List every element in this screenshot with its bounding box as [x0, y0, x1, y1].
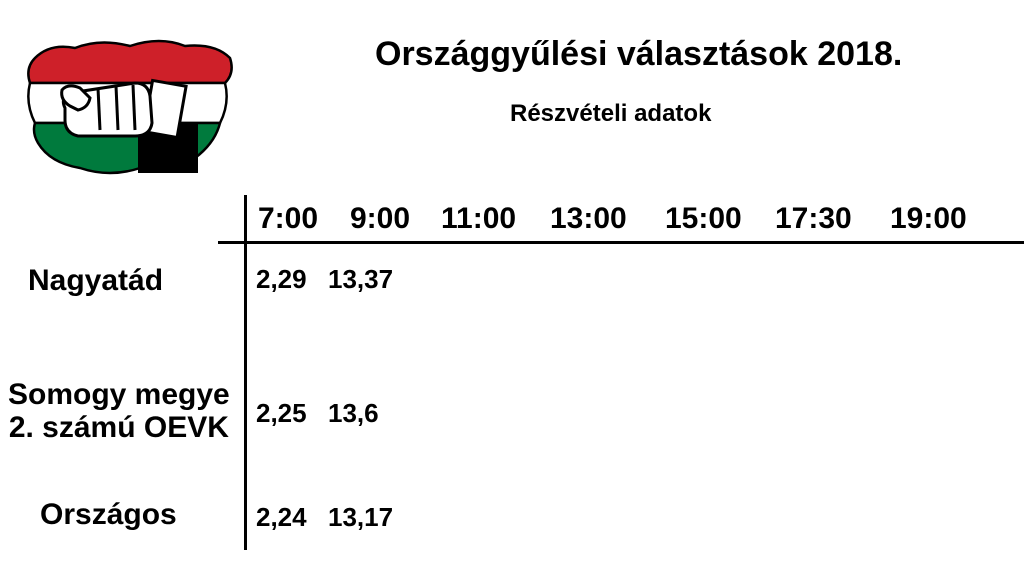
- time-header: 13:00: [550, 202, 627, 236]
- time-header: 7:00: [258, 202, 318, 236]
- time-header: 17:30: [775, 202, 852, 236]
- row-label-nagyatad: Nagyatád: [28, 264, 163, 297]
- page-subtitle: Részvételi adatok: [510, 100, 711, 128]
- table-horizontal-rule: [218, 241, 1024, 244]
- cell: 2,24: [256, 502, 307, 533]
- election-logo: [20, 28, 240, 183]
- time-header: 9:00: [350, 202, 410, 236]
- table-vertical-rule: [244, 195, 247, 550]
- time-header: 15:00: [665, 202, 742, 236]
- cell: 13,37: [328, 264, 393, 295]
- time-header: 19:00: [890, 202, 967, 236]
- cell: 2,29: [256, 264, 307, 295]
- page-title: Országgyűlési választások 2018.: [375, 35, 902, 74]
- time-header: 11:00: [441, 202, 516, 236]
- cell: 13,6: [328, 398, 379, 429]
- hand-icon: [62, 83, 152, 136]
- row-label-somogy: Somogy megye 2. számú OEVK: [8, 378, 230, 444]
- cell: 13,17: [328, 502, 393, 533]
- row-label-orszagos: Országos: [40, 498, 177, 531]
- cell: 2,25: [256, 398, 307, 429]
